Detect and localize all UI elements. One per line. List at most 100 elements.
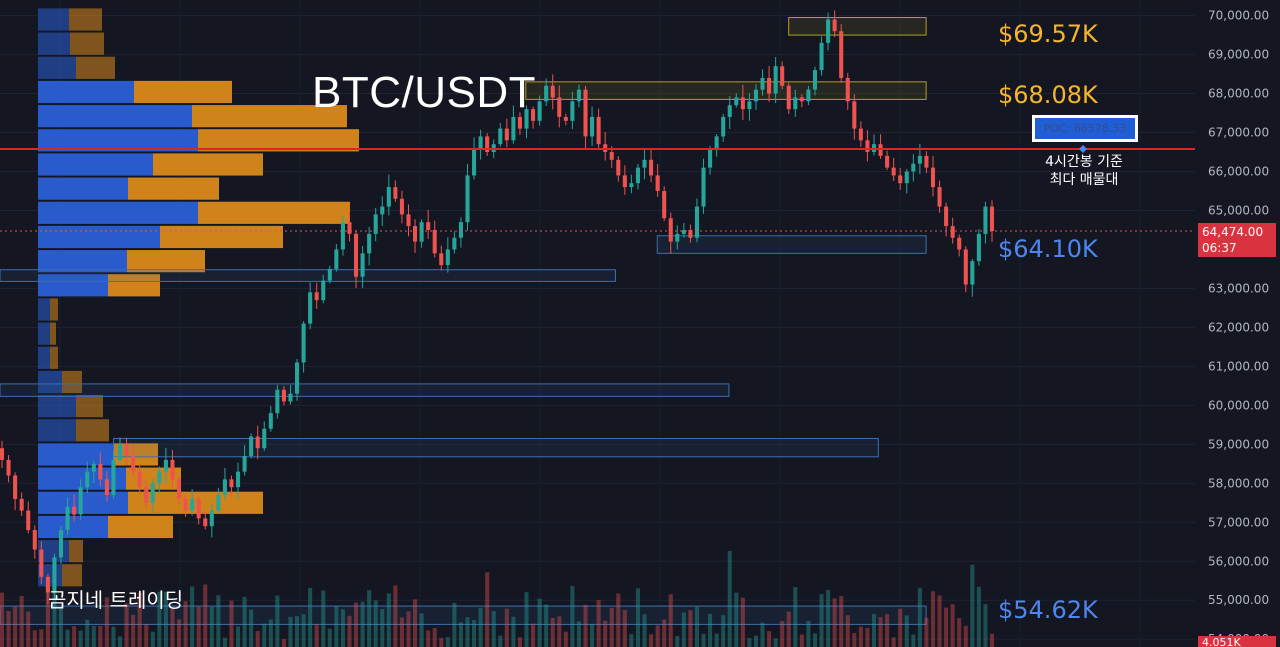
volume-bar — [58, 608, 64, 647]
volume-bar — [367, 590, 372, 647]
candle-body — [740, 97, 745, 110]
volume-bar — [19, 596, 24, 647]
price-zone — [0, 269, 616, 282]
candle-body — [950, 226, 955, 238]
candle-body — [308, 292, 313, 324]
volume-bar — [196, 606, 201, 647]
volume-bar — [708, 613, 713, 647]
volume-bar — [491, 610, 496, 647]
volume-profile-sell — [76, 56, 115, 79]
candle-body — [13, 475, 18, 499]
volume-profile-sell — [127, 250, 205, 273]
candle-body — [675, 233, 680, 242]
volume-bar — [740, 597, 745, 647]
volume-bar — [52, 586, 57, 647]
volume-bar — [209, 606, 214, 647]
volume-profile-buy — [38, 32, 70, 55]
candle-body — [275, 389, 280, 414]
volume-bar — [176, 619, 182, 647]
volume-bar — [432, 627, 437, 647]
volume-bar — [373, 600, 378, 647]
volume-bar — [629, 634, 634, 647]
volume-profile-buy — [38, 298, 50, 321]
volume-bar — [472, 620, 477, 647]
candle-body — [983, 206, 988, 234]
volume-bar — [386, 593, 391, 647]
volume-bar — [163, 591, 168, 647]
volume-bar — [111, 626, 116, 647]
volume-profile-buy — [38, 491, 128, 514]
volume-profile-sell — [69, 540, 83, 563]
candle-body — [321, 280, 326, 301]
volume-bar — [6, 611, 11, 647]
volume-bar — [13, 606, 18, 647]
volume-bar — [203, 584, 208, 647]
volume-bar — [340, 609, 345, 647]
candle-body — [262, 428, 267, 449]
candle-body — [281, 389, 286, 402]
volume-bar — [478, 607, 483, 647]
volume-bar — [826, 590, 831, 647]
y-tick-label: 69,000.00 — [1208, 48, 1269, 62]
candle-body — [583, 89, 588, 137]
volume-profile-buy — [38, 467, 126, 490]
volume-bar — [65, 629, 70, 647]
volume-bar — [557, 616, 562, 647]
candle-body — [157, 471, 162, 484]
candle-body — [216, 494, 221, 511]
volume-bar — [419, 613, 424, 647]
price-zone — [0, 605, 927, 625]
candle-body — [26, 510, 31, 531]
volume-profile-buy — [38, 395, 76, 418]
candle-body — [301, 323, 306, 363]
candle-body — [183, 498, 188, 511]
candle-body — [622, 175, 627, 188]
volume-bar — [72, 626, 77, 647]
y-tick-label: 68,000.00 — [1208, 87, 1269, 101]
candle-body — [544, 85, 549, 102]
volume-profile-sell — [192, 105, 347, 128]
volume-bar — [334, 605, 339, 647]
volume-bar — [242, 596, 247, 647]
volume-profile-buy — [38, 274, 108, 297]
volume-bar — [871, 614, 877, 647]
volume-bar — [924, 617, 929, 647]
volume-bar — [537, 598, 542, 647]
candle-body — [799, 97, 804, 102]
candle-body — [478, 136, 483, 149]
volume-bar — [858, 626, 863, 647]
candle-body — [0, 448, 5, 460]
volume-bar — [622, 610, 627, 647]
volume-bar — [413, 599, 418, 647]
volume-bar — [616, 593, 621, 647]
candle-body — [203, 518, 208, 527]
last-price-value: 64,474.00 — [1202, 225, 1264, 239]
candle-body — [6, 459, 11, 476]
candle-body — [190, 498, 195, 511]
candle-body — [163, 459, 168, 472]
candle-body — [708, 148, 713, 168]
candle-body — [531, 109, 536, 121]
volume-bar — [799, 634, 804, 647]
volume-bar — [793, 587, 798, 647]
candle-body — [970, 261, 975, 285]
volume-bar — [911, 634, 916, 647]
candle-body — [793, 97, 798, 110]
volume-profile-buy — [38, 129, 198, 152]
candle-body — [721, 116, 726, 137]
candle-body — [91, 463, 96, 472]
poc-note-line2: 최다 매물대 — [1049, 172, 1119, 188]
volume-bar — [930, 591, 936, 647]
candle-body — [170, 459, 175, 480]
volume-bar — [806, 620, 811, 647]
y-tick-label: 66,000.00 — [1208, 164, 1269, 178]
candle-body — [334, 249, 339, 269]
volume-bar — [511, 616, 516, 647]
volume-bar — [321, 590, 326, 647]
volume-bar — [406, 611, 411, 647]
volume-profile-sell — [50, 322, 56, 345]
volume-bar — [583, 604, 588, 647]
candle-body — [937, 187, 942, 207]
candle-body — [760, 77, 765, 90]
